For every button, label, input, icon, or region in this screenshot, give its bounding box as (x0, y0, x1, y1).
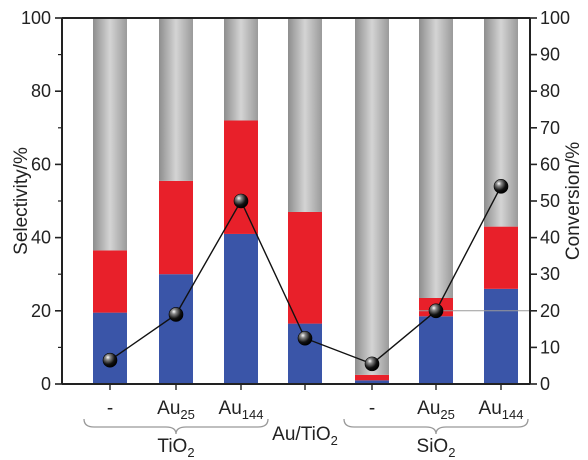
y-tick-label: 80 (31, 81, 51, 101)
bar-segment-red (224, 120, 258, 234)
y2-tick-label: 50 (540, 191, 560, 211)
axes-layer (55, 17, 537, 390)
conversion-point (297, 330, 313, 346)
bar-segment-gray (355, 18, 389, 375)
y2-tick-label: 40 (540, 228, 560, 248)
conversion-point (428, 303, 444, 319)
group-bracket-sio2 (343, 418, 529, 435)
group-bracket-tio2 (83, 418, 269, 435)
bar-segment-gray (93, 18, 127, 251)
bar-segment-blue (159, 274, 193, 384)
group-label: SiO2 (417, 436, 456, 460)
y2-tick-label: 20 (540, 301, 560, 321)
bar-segment-blue (355, 380, 389, 384)
y2-axis-title: Conversion/% (563, 142, 584, 260)
y2-tick-label: 60 (540, 154, 560, 174)
bar-segment-red (288, 211, 322, 324)
y2-tick-label: 100 (540, 8, 570, 28)
bar-segment-blue (224, 233, 258, 384)
group-label: TiO2 (157, 436, 194, 460)
conversion-point (168, 307, 184, 322)
bar-segment-red (93, 250, 127, 313)
bar-segment-gray (224, 18, 258, 121)
bar-segment-blue (484, 288, 518, 384)
y-tick-label: 0 (41, 374, 51, 394)
conversion-point (364, 356, 380, 372)
conversion-point (233, 193, 249, 209)
y2-tick-label: 30 (540, 264, 560, 284)
line-layer (102, 179, 509, 372)
bar-segment-blue (419, 316, 453, 384)
x-category-label: Au25 (157, 398, 195, 422)
y-tick-label: 60 (31, 154, 51, 174)
conversion-point (493, 179, 509, 194)
x-category-label: - (107, 398, 113, 419)
group-label: Au/TiO2 (272, 424, 338, 448)
y-tick-label: 40 (31, 228, 51, 248)
bar-segment-gray (288, 18, 322, 212)
bar-segment-red (159, 180, 193, 275)
labels-layer: 0 20 40 60 80 100 0 10 20 30 40 50 60 70 80 90 100 Select… (11, 8, 584, 460)
x-category-label: - (369, 398, 375, 419)
bar-segment-gray (419, 18, 453, 298)
y2-tick-label: 90 (540, 45, 560, 65)
y2-tick-label: 70 (540, 118, 560, 138)
x-category-label: Au144 (219, 398, 264, 422)
x-category-label: Au144 (479, 398, 524, 422)
y2-tick-label: 0 (540, 374, 550, 394)
bar-segment-blue (93, 312, 127, 384)
bars-layer (93, 18, 518, 384)
bar-segment-gray (484, 18, 518, 227)
y-tick-label: 100 (21, 8, 51, 28)
x-category-label: Au25 (417, 398, 455, 422)
y-axis-title: Selectivity/% (11, 147, 32, 255)
y-tick-label: 20 (31, 301, 51, 321)
bar-segment-gray (159, 18, 193, 181)
bar-segment-red (484, 226, 518, 289)
bar-segment-red (355, 374, 389, 381)
y2-tick-label: 10 (540, 337, 560, 357)
y2-tick-label: 80 (540, 81, 560, 101)
conversion-point (102, 352, 118, 368)
